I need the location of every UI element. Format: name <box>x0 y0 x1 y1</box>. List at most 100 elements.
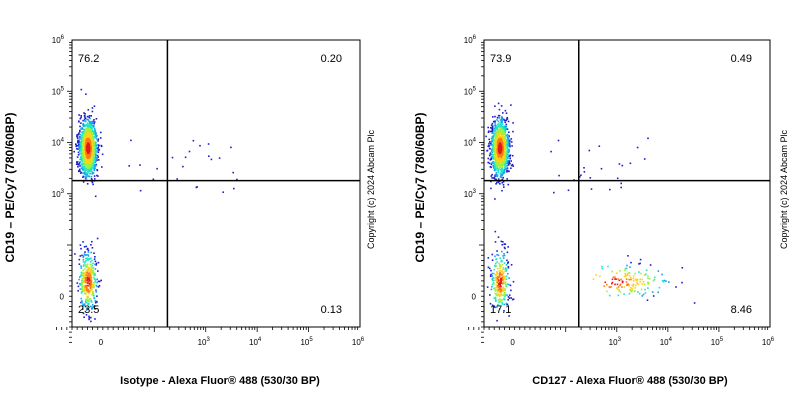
event-dot <box>81 139 83 142</box>
event-dot <box>506 118 509 120</box>
event-dot <box>604 281 607 284</box>
event-dot <box>494 128 497 131</box>
x-tick-exp: 6 <box>361 337 365 343</box>
event-dot <box>506 136 509 138</box>
event-dot <box>506 133 509 136</box>
event-dot <box>498 275 500 278</box>
event-dot <box>82 256 85 258</box>
event-dot <box>503 293 505 295</box>
event-dot <box>493 144 496 146</box>
event-dot <box>91 247 94 249</box>
event-dot <box>497 254 500 257</box>
event-dot <box>87 288 89 291</box>
event-dot <box>87 109 90 111</box>
event-dot <box>500 240 503 243</box>
event-dot <box>89 305 92 308</box>
event-dot <box>489 148 491 150</box>
event-dot <box>510 297 513 299</box>
event-dot <box>93 297 95 300</box>
axis-ticks <box>56 41 359 343</box>
event-dot <box>78 140 80 142</box>
event-dot <box>87 259 89 261</box>
event-dot <box>629 162 632 165</box>
event-dot <box>506 178 508 180</box>
x-tick-exp: 4 <box>258 337 262 343</box>
event-dot <box>83 303 86 305</box>
event-dot <box>93 305 95 308</box>
event-dot <box>489 141 491 143</box>
event-dot <box>600 167 603 170</box>
event-dot <box>85 274 88 277</box>
event-dot <box>92 150 94 153</box>
event-dot <box>90 175 93 178</box>
event-dot <box>590 188 593 190</box>
event-dot <box>497 278 499 281</box>
event-dot <box>87 296 89 299</box>
event-dot <box>79 161 82 163</box>
event-dot <box>626 264 628 267</box>
event-dot <box>87 154 89 156</box>
event-dot <box>74 253 76 255</box>
event-dot <box>493 305 496 308</box>
event-dot <box>647 137 649 140</box>
event-dot <box>493 169 496 171</box>
event-dot <box>85 266 87 268</box>
event-dot <box>654 276 656 279</box>
event-dot <box>626 283 628 286</box>
event-dot <box>80 141 83 143</box>
event-dot <box>495 258 498 260</box>
event-dot <box>504 109 507 112</box>
event-dot <box>82 261 85 263</box>
event-dot <box>84 165 86 168</box>
y-tick-label: 103 <box>464 189 477 199</box>
event-dot <box>495 300 497 302</box>
event-dot <box>500 292 503 295</box>
event-dot <box>92 269 94 271</box>
event-dot <box>496 273 498 276</box>
event-dot <box>496 292 498 295</box>
event-dot <box>498 136 500 138</box>
event-dot <box>611 282 613 285</box>
event-dot <box>510 104 512 106</box>
event-dot <box>508 294 511 296</box>
x-tick-exp: 3 <box>618 337 622 343</box>
event-dot <box>500 123 503 126</box>
event-dot <box>630 290 633 293</box>
event-dot <box>88 172 91 175</box>
event-dot <box>232 171 234 174</box>
event-dot <box>550 150 552 153</box>
event-dot <box>497 304 499 306</box>
event-dot <box>88 175 90 178</box>
event-dot <box>90 285 93 288</box>
y-tick-exp: 5 <box>61 86 65 92</box>
event-dot <box>82 303 84 306</box>
event-dot <box>490 269 492 272</box>
event-dot <box>498 288 501 291</box>
event-dot <box>98 159 100 161</box>
event-dot <box>493 176 496 179</box>
event-dot <box>491 283 494 286</box>
event-dot <box>494 165 497 168</box>
event-dot <box>84 274 86 277</box>
event-dot <box>88 318 90 321</box>
event-dot <box>76 161 79 163</box>
x-tick-base: 10 <box>711 338 720 347</box>
copyright-notice: Copyright (c) 2024 Abcam Plc <box>779 129 789 249</box>
event-dot <box>81 300 83 302</box>
event-dot <box>509 145 511 148</box>
event-dot <box>498 283 500 286</box>
event-dot <box>503 243 506 245</box>
event-dot <box>490 180 492 183</box>
event-dot <box>495 130 498 133</box>
event-dot <box>83 133 86 136</box>
x-tick-base: 10 <box>249 338 258 347</box>
event-dot <box>506 169 508 172</box>
event-dot <box>80 164 82 166</box>
event-dot <box>634 287 636 289</box>
event-dot <box>79 136 82 138</box>
event-dot <box>502 257 505 259</box>
event-dot <box>511 145 513 147</box>
event-dot <box>88 317 91 319</box>
axis-ticks <box>468 41 769 343</box>
event-dot <box>641 295 643 297</box>
